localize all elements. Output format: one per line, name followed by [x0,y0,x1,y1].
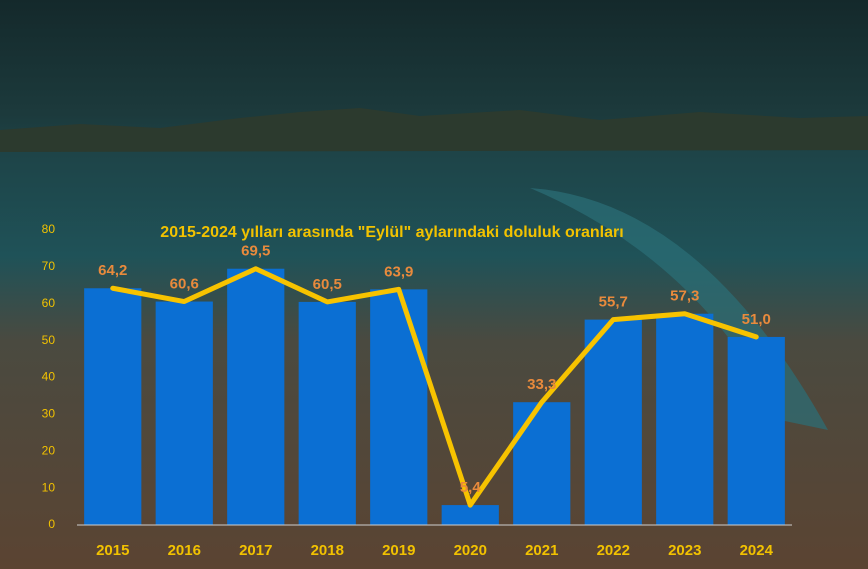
x-tick-label: 2023 [668,542,701,559]
bar [227,268,285,525]
bar [84,288,142,525]
value-label: 55,7 [599,294,628,311]
x-tick-label: 2019 [382,542,415,559]
bar [298,301,356,525]
bar [513,402,571,525]
bar [727,336,785,525]
value-label: 33,3 [527,376,556,393]
x-tick-label: 2022 [597,542,630,559]
line [110,266,759,508]
bar [656,313,714,525]
value-label: 5,4 [460,479,482,496]
mountains [0,108,868,152]
y-tick-label: 80 [42,222,56,236]
x-tick-label: 2021 [525,542,558,559]
x-tick-label: 2020 [454,542,487,559]
x-tick-label: 2016 [168,542,201,559]
y-tick-label: 10 [42,480,56,494]
value-label: 51,0 [742,311,771,328]
bar [441,505,499,525]
y-tick-label: 40 [42,370,56,384]
value-label: 60,5 [313,276,342,293]
y-tick-label: 0 [48,517,55,531]
value-label: 60,6 [170,276,199,293]
y-tick-label: 60 [42,296,56,310]
y-tick-label: 20 [42,443,56,457]
bar [584,319,642,525]
value-label: 64,2 [98,262,127,279]
value-label: 63,9 [384,263,413,280]
y-tick-label: 30 [42,407,56,421]
x-tick-label: 2015 [96,542,129,559]
chart-title: 2015-2024 yılları arasında "Eylül" aylar… [160,224,623,241]
y-tick-label: 70 [42,259,56,273]
bar [155,301,213,525]
value-label: 69,5 [241,243,270,260]
y-tick-label: 50 [42,333,56,347]
bar [370,289,428,525]
x-tick-label: 2018 [311,542,344,559]
x-tick-label: 2017 [239,542,272,559]
x-tick-label: 2024 [740,542,774,559]
value-label: 57,3 [670,288,699,305]
